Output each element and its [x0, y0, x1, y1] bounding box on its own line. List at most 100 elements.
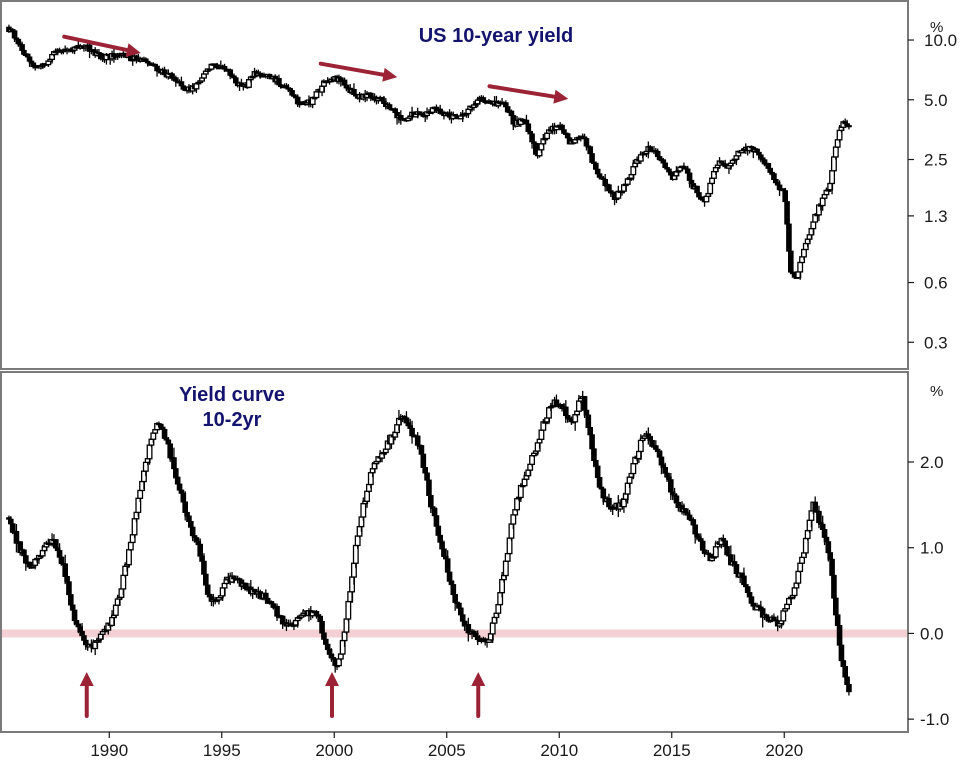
candle-body: [846, 125, 852, 128]
candle-body: [444, 558, 451, 573]
top-panel-frame: [0, 0, 909, 370]
candle-body: [504, 552, 511, 562]
arrow-shaft: [318, 61, 386, 77]
candle-body: [788, 250, 794, 273]
candle-body: [816, 510, 822, 524]
candle-body: [810, 221, 817, 230]
arrow-head: [553, 89, 569, 104]
top-y-tick-label: 1.3: [924, 207, 948, 226]
candle-body: [668, 479, 674, 493]
candle-body: [838, 644, 845, 662]
candle-body: [456, 602, 462, 609]
candle-body: [626, 476, 633, 484]
candle-body: [189, 526, 196, 537]
candle-body: [538, 429, 545, 440]
bottom-y-tick-label: 1.0: [920, 539, 944, 558]
candle-body: [435, 525, 442, 536]
zero-line-band: [2, 629, 907, 638]
top-y-tick-label: 10.0: [924, 31, 957, 50]
candle-body: [345, 600, 352, 620]
candle-body: [176, 483, 183, 491]
candle-body: [827, 552, 833, 560]
top-y-tick-label: 2.5: [924, 151, 948, 170]
candle-body: [319, 620, 325, 634]
x-tick-label: 2015: [653, 741, 691, 760]
x-tick-label: 2000: [315, 741, 353, 760]
candle-body: [797, 562, 804, 573]
candle-body: [846, 683, 852, 693]
candle-body: [360, 502, 367, 518]
x-tick-label: 1990: [90, 741, 128, 760]
candle-body: [771, 173, 777, 180]
candle-body: [699, 540, 706, 551]
candle-body: [452, 594, 458, 603]
candle-body: [182, 501, 188, 513]
candle-body: [630, 462, 637, 475]
arrow-shaft: [487, 84, 557, 99]
inversion-arrow: [325, 672, 339, 718]
candle-body: [581, 396, 588, 411]
candle-body: [591, 448, 597, 462]
trend-arrow: [487, 84, 569, 104]
arrow-head: [125, 43, 141, 57]
bottom-y-tick-label: 0.0: [920, 624, 944, 643]
candle-body: [733, 564, 740, 574]
bottom-chart-title-line: Yield curve: [179, 384, 285, 406]
candle-body: [662, 162, 668, 169]
candle-body: [823, 536, 830, 543]
candle-body: [829, 170, 836, 185]
candle-body: [150, 432, 157, 440]
inversion-arrow: [79, 672, 94, 718]
trend-arrow: [318, 61, 398, 82]
candle-body: [594, 465, 601, 478]
candle-body: [127, 541, 134, 551]
candle-body: [489, 622, 496, 635]
candle-body: [834, 614, 841, 627]
candle-body: [414, 435, 421, 446]
candle-body: [696, 192, 702, 198]
arrow-shaft: [62, 34, 130, 53]
candle-body: [180, 85, 187, 90]
candle-body: [544, 132, 551, 140]
x-tick-label: 2020: [765, 741, 803, 760]
candle-body: [832, 146, 839, 158]
arrow-head: [382, 67, 398, 82]
candle-body: [825, 541, 832, 554]
candle-body: [201, 560, 207, 575]
candle-body: [53, 539, 59, 549]
bottom-chart-title-line: 10-2yr: [203, 409, 262, 431]
bottom-y-tick-label: -1.0: [920, 710, 949, 729]
candle-body: [517, 484, 524, 499]
candle-body: [795, 570, 802, 584]
arrow-head: [325, 672, 339, 686]
candle-body: [317, 615, 323, 622]
candle-body: [690, 519, 697, 526]
top-y-tick-label: 5.0: [924, 91, 948, 110]
candle-body: [495, 603, 502, 614]
candle-body: [68, 594, 74, 606]
x-tick-label: 2005: [428, 741, 466, 760]
x-tick-label: 2010: [540, 741, 578, 760]
x-tick-label: 1995: [203, 741, 241, 760]
curve-candles: [6, 390, 852, 696]
candle-body: [112, 604, 119, 616]
candle-body: [673, 495, 680, 503]
inversion-arrow: [471, 672, 486, 718]
top-y-tick-label: 0.3: [924, 333, 948, 352]
candle-body: [502, 560, 509, 577]
top-chart-title: US 10-year yield: [419, 25, 574, 47]
arrow-head: [471, 672, 486, 686]
trend-arrow: [62, 34, 141, 57]
candle-body: [433, 515, 440, 527]
yield-candles: [6, 24, 852, 280]
top-y-tick-label: 0.6: [924, 274, 948, 293]
candle-body: [125, 549, 132, 566]
top-unit-label: %: [930, 19, 943, 36]
candle-body: [337, 653, 344, 660]
arrow-head: [79, 672, 94, 686]
candle-body: [800, 248, 807, 258]
bottom-unit-label: %: [930, 383, 943, 400]
candle-body: [589, 153, 595, 163]
